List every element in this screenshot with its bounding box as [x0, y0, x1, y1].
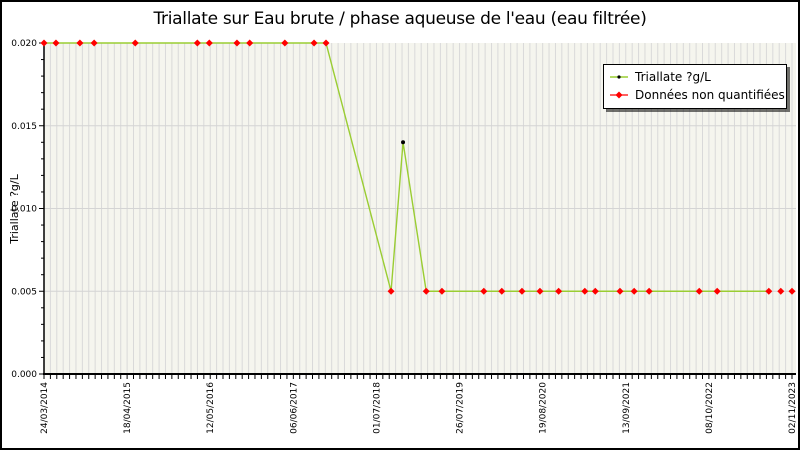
non-quantified-point: [518, 287, 526, 295]
legend-entry-triallate: Triallate ?g/L: [609, 68, 782, 86]
non-quantified-point: [246, 39, 254, 47]
x-tick-label: 19/08/2020: [539, 382, 549, 434]
x-tick-label: 06/06/2017: [289, 382, 299, 434]
legend: Triallate ?g/L Données non quantifiées: [603, 64, 787, 109]
non-quantified-point: [536, 287, 544, 295]
chart-title: Triallate sur Eau brute / phase aqueuse …: [153, 9, 647, 29]
non-quantified-point: [322, 39, 330, 47]
y-ticks: [39, 42, 44, 375]
x-tick-label: 01/07/2018: [372, 382, 382, 434]
non-quantified-point: [645, 287, 653, 295]
y-tick-label: 0.015: [11, 122, 37, 132]
non-quantified-point: [480, 287, 488, 295]
non-quantified-point: [713, 287, 721, 295]
x-tick-label: 08/10/2022: [705, 382, 715, 434]
non-quantified-point: [438, 287, 446, 295]
y-tick-label: 0.000: [11, 370, 37, 380]
x-tick-labels: 24/03/2014 18/04/2015 12/05/2016 06/06/2017…: [40, 382, 798, 434]
x-tick-label: 26/07/2019: [456, 382, 466, 434]
non-quantified-point: [695, 287, 703, 295]
non-quantified-point: [616, 287, 624, 295]
non-quantified-point: [233, 39, 241, 47]
y-tick-labels: 0.000 0.005 0.010 0.015 0.020: [11, 39, 37, 380]
non-quantified-point: [310, 39, 318, 47]
non-quantified-point: [555, 287, 563, 295]
non-quantified-point: [76, 39, 84, 47]
non-quantified-point: [193, 39, 201, 47]
x-tick-label: 13/09/2021: [622, 382, 632, 434]
quantified-point: [401, 140, 406, 145]
non-quantified-point: [40, 39, 48, 47]
non-quantified-point: [788, 287, 796, 295]
quantified-markers: [401, 140, 406, 145]
non-quantified-point: [581, 287, 589, 295]
legend-label-triallate: Triallate ?g/L: [635, 70, 711, 84]
non-quantified-point: [777, 287, 785, 295]
x-tick-label: 12/05/2016: [206, 382, 216, 434]
legend-entry-non-quantified: Données non quantifiées: [609, 86, 785, 104]
non-quantified-point: [205, 39, 213, 47]
x-tick-label: 24/03/2014: [40, 382, 50, 434]
x-tick-label: 18/04/2015: [123, 382, 133, 434]
non-quantified-point: [90, 39, 98, 47]
y-tick-label: 0.005: [11, 287, 37, 297]
non-quantified-point: [52, 39, 60, 47]
non-quantified-point: [765, 287, 773, 295]
non-quantified-point: [131, 39, 139, 47]
non-quantified-point: [630, 287, 638, 295]
non-quantified-marker-icon: [610, 91, 628, 99]
y-tick-label: 0.020: [11, 39, 37, 49]
non-quantified-point: [387, 287, 395, 295]
non-quantified-markers: [40, 39, 796, 295]
x-tick-label: 02/11/2023: [788, 382, 798, 434]
non-quantified-point: [498, 287, 506, 295]
non-quantified-point: [281, 39, 289, 47]
non-quantified-point: [591, 287, 599, 295]
triallate-series-marker-icon: [610, 75, 628, 79]
legend-label-non-quantified: Données non quantifiées: [635, 88, 785, 102]
non-quantified-point: [422, 287, 430, 295]
x-ticks: [43, 375, 793, 379]
y-tick-label: 0.010: [11, 205, 37, 215]
